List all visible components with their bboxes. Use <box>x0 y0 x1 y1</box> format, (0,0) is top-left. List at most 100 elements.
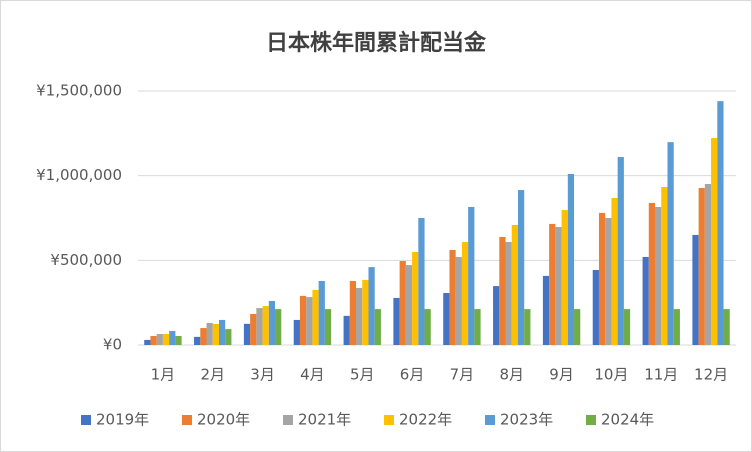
y-tick-label: ¥500,000 <box>50 251 122 269</box>
bar <box>642 256 649 345</box>
bar <box>567 173 575 345</box>
bar <box>499 236 506 345</box>
bar <box>493 286 500 345</box>
bar <box>468 206 475 345</box>
bar <box>256 308 263 345</box>
x-tick-label: 2月 <box>200 366 225 384</box>
bar <box>661 187 668 345</box>
bar <box>225 329 232 345</box>
bar <box>611 198 618 345</box>
bar <box>455 256 462 345</box>
bar <box>306 297 313 345</box>
bar <box>405 265 413 345</box>
x-tick-label: 1月 <box>151 366 176 384</box>
bar <box>200 328 207 345</box>
legend-label: 2020年 <box>197 411 250 429</box>
bar <box>711 138 718 345</box>
bar <box>667 142 674 345</box>
x-tick-label: 8月 <box>499 366 524 384</box>
bar <box>623 309 631 345</box>
bar <box>717 101 724 345</box>
bar <box>293 319 300 345</box>
bar <box>393 297 400 345</box>
bar <box>692 234 699 345</box>
legend-label: 2023年 <box>500 411 553 429</box>
bar <box>268 300 276 345</box>
legend-label: 2021年 <box>298 411 351 429</box>
bar <box>250 314 257 345</box>
bar <box>324 309 332 345</box>
legend-swatch <box>283 415 293 425</box>
legend-swatch <box>485 415 495 425</box>
bar <box>574 309 581 345</box>
bar <box>723 309 730 345</box>
bar <box>243 323 251 345</box>
legend-swatch <box>586 415 596 425</box>
bar <box>443 293 450 345</box>
bar <box>169 330 176 345</box>
bar <box>349 280 357 345</box>
bar <box>299 295 307 345</box>
bar <box>275 309 282 345</box>
x-tick-label: 9月 <box>549 366 574 384</box>
bar <box>511 224 518 345</box>
bar <box>474 309 481 345</box>
bar <box>368 267 375 345</box>
bar <box>218 319 226 345</box>
bar <box>648 202 656 345</box>
bar <box>356 287 363 345</box>
bar <box>549 223 556 345</box>
x-tick-label: 6月 <box>400 366 425 384</box>
bar <box>150 336 157 345</box>
bar <box>555 226 562 345</box>
bar <box>156 333 163 345</box>
bar <box>206 322 213 345</box>
bar <box>542 275 550 345</box>
legend-label: 2022年 <box>399 411 452 429</box>
bar <box>592 269 599 345</box>
x-tick-label: 5月 <box>350 366 375 384</box>
bar <box>312 289 319 345</box>
bar <box>605 218 612 345</box>
bar <box>561 210 568 345</box>
bar <box>162 333 170 345</box>
bar <box>362 279 369 345</box>
x-tick-label: 10月 <box>594 366 628 384</box>
bar <box>343 315 350 345</box>
y-tick-label: ¥1,500,000 <box>36 82 122 100</box>
x-tick-label: 7月 <box>450 366 475 384</box>
bar <box>655 206 662 345</box>
bar <box>517 190 525 345</box>
bar <box>424 309 431 345</box>
legend-swatch <box>81 415 91 425</box>
bar <box>412 252 419 345</box>
bar <box>175 336 182 345</box>
bar <box>673 309 680 345</box>
bar <box>598 212 606 345</box>
bar <box>212 324 219 345</box>
bar <box>318 280 325 345</box>
bar <box>418 218 425 345</box>
bar <box>262 306 269 345</box>
bar <box>505 242 512 345</box>
chart-title: 日本株年間累計配当金 <box>266 30 487 56</box>
x-tick-label: 12月 <box>694 366 728 384</box>
bar <box>374 309 381 345</box>
legend-label: 2019年 <box>96 411 149 429</box>
bar <box>144 339 151 345</box>
y-tick-label: ¥1,000,000 <box>36 166 122 184</box>
legend-swatch <box>182 415 192 425</box>
x-tick-label: 11月 <box>644 366 678 384</box>
bar <box>698 188 705 345</box>
x-tick-label: 4月 <box>300 366 325 384</box>
bar <box>194 336 201 345</box>
legend-label: 2024年 <box>601 411 654 429</box>
bar <box>704 183 712 345</box>
bar <box>461 242 469 345</box>
bar <box>617 157 624 345</box>
bar <box>399 261 406 345</box>
x-tick-label: 3月 <box>250 366 275 384</box>
bar <box>449 250 456 345</box>
